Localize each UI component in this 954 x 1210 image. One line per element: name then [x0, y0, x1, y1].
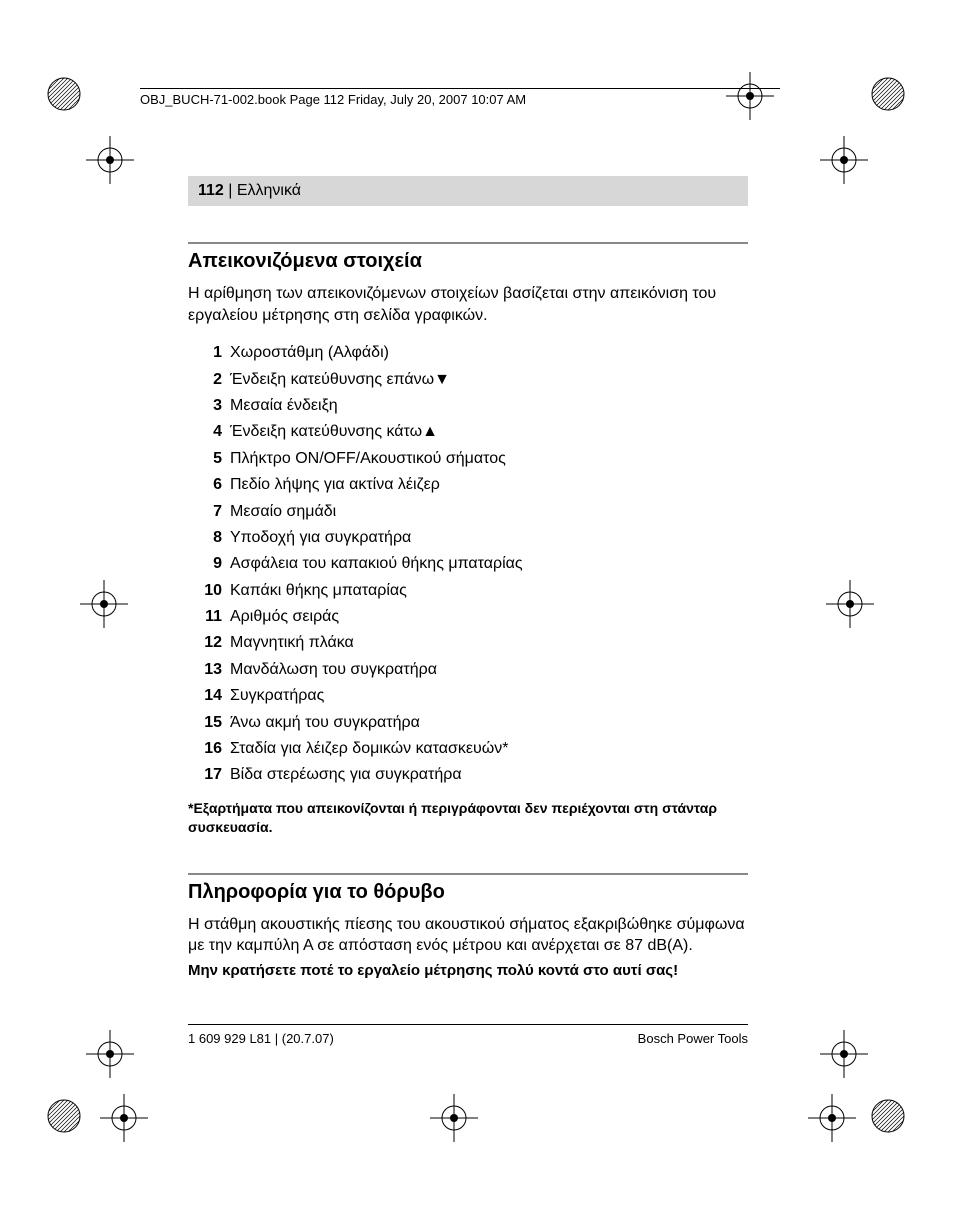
item-number: 13 — [188, 657, 222, 683]
crosshair-icon — [430, 1094, 478, 1142]
item-text: Μεσαία ένδειξη — [230, 393, 338, 419]
triangle-up-icon: ▲ — [422, 419, 438, 445]
parts-list-item: 1 Χωροστάθμη (Αλφάδι) — [188, 340, 748, 366]
item-number: 10 — [188, 578, 222, 604]
parts-list-item: 4 Ένδειξη κατεύθυνσης κάτω ▲ — [188, 419, 748, 445]
item-number: 1 — [188, 340, 222, 366]
item-text: Σταδία για λέιζερ δομικών κατασκευών* — [230, 736, 509, 762]
crosshair-icon — [820, 1030, 868, 1078]
item-text: Άνω ακμή του συγκρατήρα — [230, 710, 420, 736]
item-number: 2 — [188, 367, 222, 393]
item-text: Ασφάλεια του καπακιού θήκης μπαταρίας — [230, 551, 523, 577]
parts-list-item: 12 Μαγνητική πλάκα — [188, 630, 748, 656]
footer-right: Bosch Power Tools — [638, 1031, 748, 1046]
crosshair-icon — [86, 136, 134, 184]
crosshair-icon — [86, 1030, 134, 1078]
footer-left: 1 609 929 L81 | (20.7.07) — [188, 1031, 334, 1046]
item-number: 16 — [188, 736, 222, 762]
item-text: Μανδάλωση του συγκρατήρα — [230, 657, 437, 683]
parts-list: 1 Χωροστάθμη (Αλφάδι) 2 Ένδειξη κατεύθυνσης… — [188, 340, 748, 789]
parts-list-item: 10 Καπάκι θήκης μπαταρίας — [188, 578, 748, 604]
regmark-icon — [46, 1098, 82, 1134]
regmark-icon — [46, 76, 82, 112]
header-text: OBJ_BUCH-71-002.book Page 112 Friday, Ju… — [140, 92, 526, 107]
item-text: Αριθμός σειράς — [230, 604, 339, 630]
item-number: 14 — [188, 683, 222, 709]
item-text: Βίδα στερέωσης για συγκρατήρα — [230, 762, 462, 788]
regmark-icon — [870, 76, 906, 112]
item-text: Χωροστάθμη (Αλφάδι) — [230, 340, 389, 366]
parts-list-item: 14 Συγκρατήρας — [188, 683, 748, 709]
item-text: Υποδοχή για συγκρατήρα — [230, 525, 411, 551]
item-number: 4 — [188, 419, 222, 445]
item-text: Ένδειξη κατεύθυνσης επάνω — [230, 367, 434, 393]
parts-list-item: 8 Υποδοχή για συγκρατήρα — [188, 525, 748, 551]
item-text: Πλήκτρο ON/OFF/Ακουστικού σήματος — [230, 446, 506, 472]
parts-list-item: 7 Μεσαίο σημάδι — [188, 499, 748, 525]
item-text: Ένδειξη κατεύθυνσης κάτω — [230, 419, 422, 445]
parts-list-item: 9 Ασφάλεια του καπακιού θήκης μπαταρίας — [188, 551, 748, 577]
crosshair-icon — [808, 1094, 856, 1142]
crosshair-icon — [80, 580, 128, 628]
page-bar: 112 | Ελληνικά — [188, 176, 748, 206]
item-text: Συγκρατήρας — [230, 683, 324, 709]
section-rule — [188, 873, 748, 875]
section2-body: Η στάθμη ακουστικής πίεσης του ακουστικο… — [188, 914, 748, 957]
section1-title: Απεικονιζόμενα στοιχεία — [188, 250, 748, 273]
section1-note: *Εξαρτήματα που απεικονίζονται ή περιγρά… — [188, 799, 748, 837]
page-lang: Ελληνικά — [237, 182, 301, 199]
section1-intro: Η αρίθμηση των απεικονιζόμενων στοιχείων… — [188, 283, 748, 326]
parts-list-item: 16 Σταδία για λέιζερ δομικών κατασκευών* — [188, 736, 748, 762]
parts-list-item: 2 Ένδειξη κατεύθυνσης επάνω ▼ — [188, 367, 748, 393]
item-text: Καπάκι θήκης μπαταρίας — [230, 578, 407, 604]
parts-list-item: 3 Μεσαία ένδειξη — [188, 393, 748, 419]
crosshair-icon — [100, 1094, 148, 1142]
page-number: 112 — [198, 182, 224, 199]
item-number: 6 — [188, 472, 222, 498]
item-text: Πεδίο λήψης για ακτίνα λέιζερ — [230, 472, 440, 498]
parts-list-item: 17 Βίδα στερέωσης για συγκρατήρα — [188, 762, 748, 788]
parts-list-item: 13 Μανδάλωση του συγκρατήρα — [188, 657, 748, 683]
regmark-icon — [870, 1098, 906, 1134]
item-number: 9 — [188, 551, 222, 577]
section2-warn: Μην κρατήσετε ποτέ το εργαλείο μέτρησης … — [188, 961, 748, 981]
parts-list-item: 11 Αριθμός σειράς — [188, 604, 748, 630]
item-number: 15 — [188, 710, 222, 736]
section-rule — [188, 242, 748, 244]
crosshair-icon — [820, 136, 868, 184]
crosshair-icon — [826, 580, 874, 628]
parts-list-item: 5 Πλήκτρο ON/OFF/Ακουστικού σήματος — [188, 446, 748, 472]
item-number: 11 — [188, 604, 222, 630]
item-number: 5 — [188, 446, 222, 472]
running-header: OBJ_BUCH-71-002.book Page 112 Friday, Ju… — [140, 88, 780, 107]
item-number: 8 — [188, 525, 222, 551]
page-sep: | — [224, 182, 237, 199]
parts-list-item: 15 Άνω ακμή του συγκρατήρα — [188, 710, 748, 736]
item-number: 12 — [188, 630, 222, 656]
page-footer: 1 609 929 L81 | (20.7.07) Bosch Power To… — [188, 1024, 748, 1046]
item-text: Μαγνητική πλάκα — [230, 630, 354, 656]
item-number: 7 — [188, 499, 222, 525]
item-text: Μεσαίο σημάδι — [230, 499, 336, 525]
triangle-down-icon: ▼ — [434, 367, 450, 393]
item-number: 3 — [188, 393, 222, 419]
item-number: 17 — [188, 762, 222, 788]
page-content: 112 | Ελληνικά Απεικονιζόμενα στοιχεία Η… — [188, 176, 748, 981]
parts-list-item: 6 Πεδίο λήψης για ακτίνα λέιζερ — [188, 472, 748, 498]
section2-title: Πληροφορία για το θόρυβο — [188, 881, 748, 904]
